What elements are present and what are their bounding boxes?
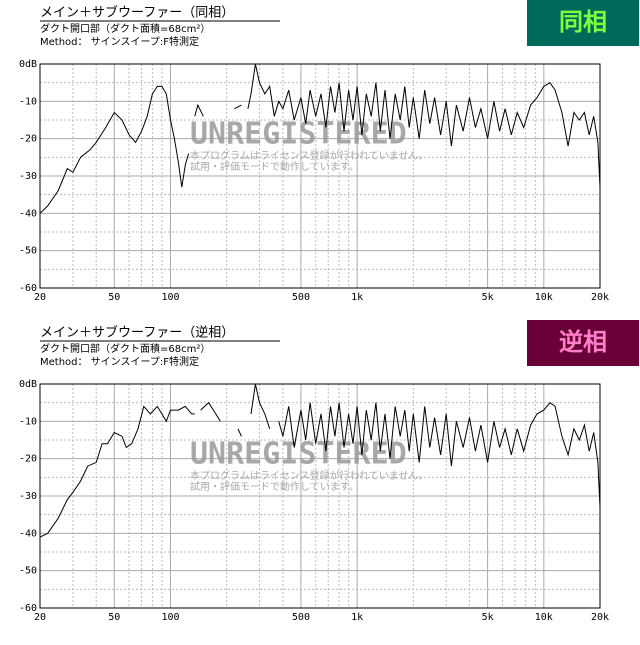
chart-subtitle: ダクト開口部（ダクト面積=68cm²） — [40, 342, 210, 355]
x-tick-label: 20 — [34, 292, 46, 303]
plot-frame — [39, 63, 601, 289]
x-tick-label: 100 — [161, 292, 179, 303]
chart-title: メイン＋サブウーファー（同相） — [40, 5, 234, 21]
watermark: UNREGISTERED — [190, 437, 407, 472]
y-tick-label: -10 — [19, 416, 37, 427]
chart-title: メイン＋サブウーファー（逆相） — [40, 325, 234, 341]
y-tick-label: -50 — [19, 246, 37, 257]
x-tick-label: 5k — [482, 292, 494, 303]
y-tick-label: -10 — [19, 96, 37, 107]
badge — [527, 0, 639, 46]
x-tick-label: 20 — [34, 612, 46, 623]
x-tick-label: 1k — [351, 292, 363, 303]
x-tick-label: 5k — [482, 612, 494, 623]
x-tick-label: 1k — [351, 612, 363, 623]
watermark: 試用・評価モードで動作しています。 — [190, 160, 359, 173]
y-tick-label: -20 — [19, 134, 37, 145]
y-tick-label: -40 — [19, 528, 37, 539]
x-tick-label: 100 — [161, 612, 179, 623]
badge-label: 同相 — [559, 8, 607, 36]
watermark: UNREGISTERED — [190, 117, 407, 152]
x-tick-label: 50 — [108, 292, 120, 303]
response-line — [39, 383, 601, 538]
x-tick-label: 10k — [535, 292, 553, 303]
y-tick-label: -60 — [19, 283, 37, 294]
y-tick-label: -30 — [19, 171, 37, 182]
badge-label: 逆相 — [559, 328, 607, 356]
y-tick-label: -50 — [19, 566, 37, 577]
x-tick-label: 10k — [535, 612, 553, 623]
watermark: 本プログラムはライセンス登録が行われていません。 — [190, 149, 428, 162]
chart-note: Method： サインスイープ:F特測定 — [40, 35, 199, 48]
x-tick-label: 20k — [591, 612, 609, 623]
badge — [527, 320, 639, 366]
watermark: 試用・評価モードで動作しています。 — [190, 480, 359, 493]
y-tick-label: 0dB — [19, 379, 37, 390]
y-tick-label: -30 — [19, 491, 37, 502]
response-line — [39, 63, 601, 214]
plot-frame — [39, 383, 601, 609]
x-tick-label: 50 — [108, 612, 120, 623]
chart-note: Method： サインスイープ:F特測定 — [40, 355, 199, 368]
x-tick-label: 20k — [591, 292, 609, 303]
y-tick-label: -60 — [19, 603, 37, 614]
x-tick-label: 500 — [292, 612, 310, 623]
x-tick-label: 500 — [292, 292, 310, 303]
y-tick-label: -40 — [19, 208, 37, 219]
y-tick-label: -20 — [19, 454, 37, 465]
y-tick-label: 0dB — [19, 59, 37, 70]
watermark: 本プログラムはライセンス登録が行われていません。 — [190, 469, 428, 482]
chart-subtitle: ダクト開口部（ダクト面積=68cm²） — [40, 22, 210, 35]
